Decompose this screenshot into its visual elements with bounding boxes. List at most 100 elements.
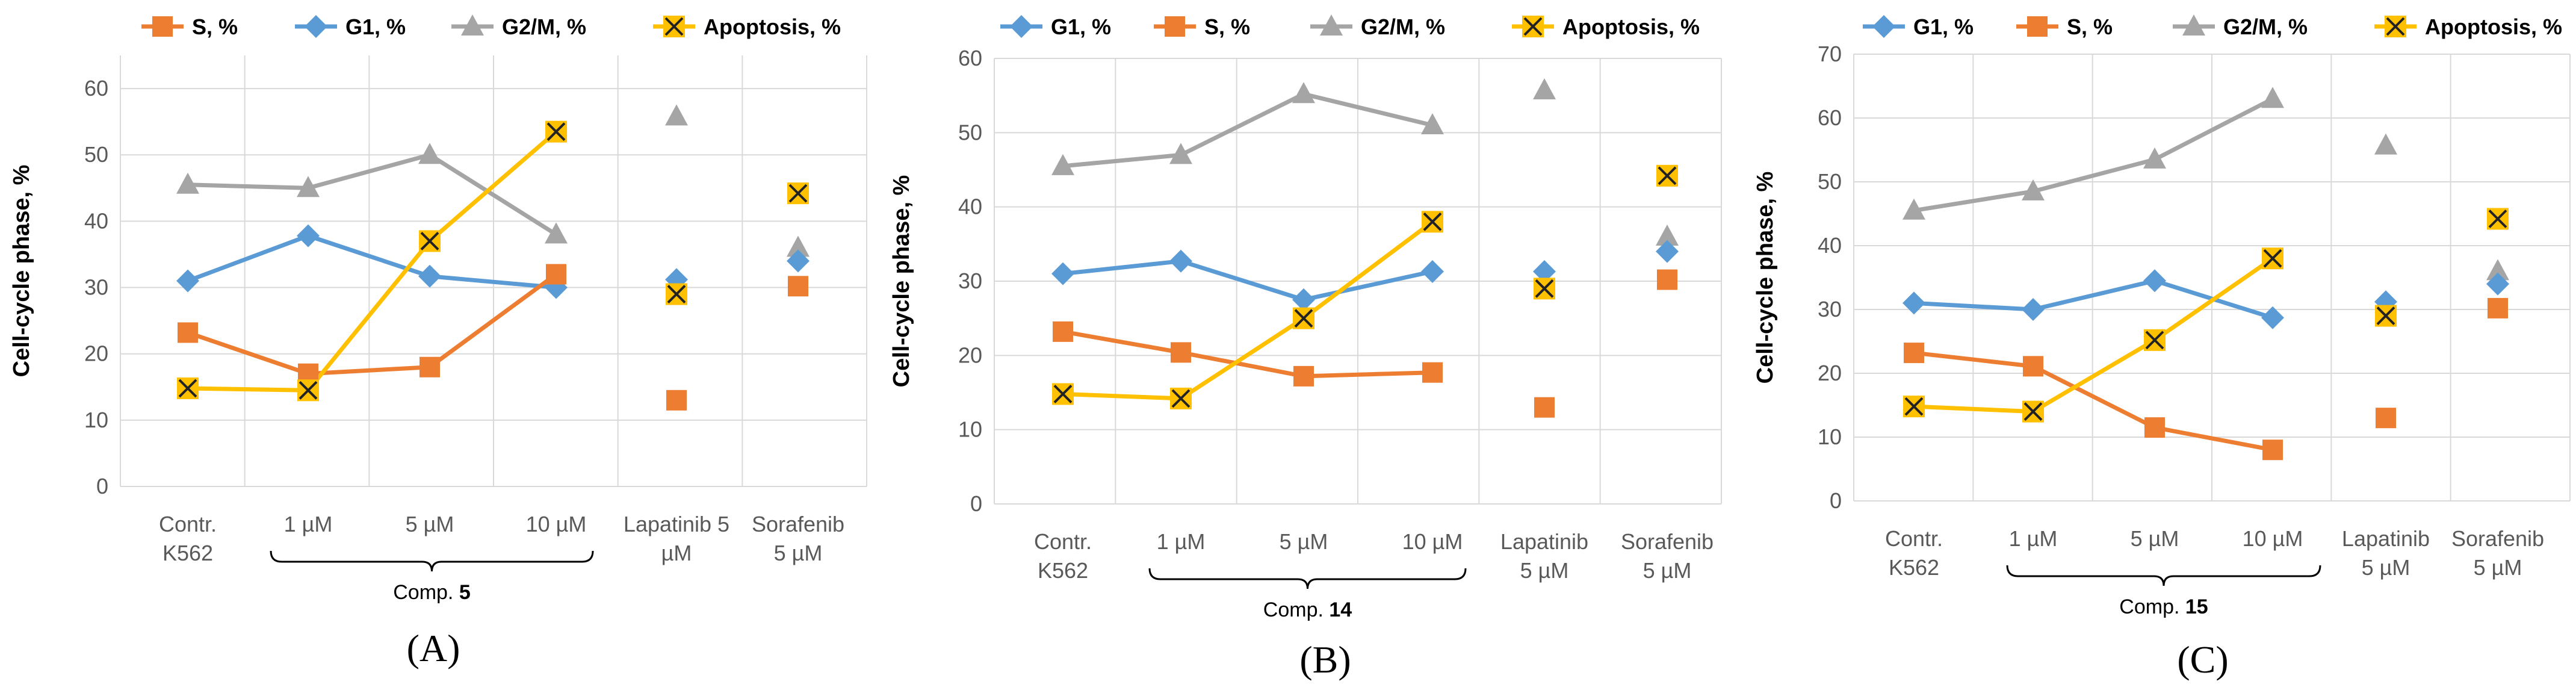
legend-marker <box>2182 14 2205 36</box>
data-point-g1 <box>1533 259 1556 283</box>
legend-label: G2/M, % <box>1361 14 1445 39</box>
y-tick-label: 50 <box>1818 169 1842 194</box>
data-point-apoptosis <box>545 120 567 143</box>
data-point-g2m <box>1169 143 1192 164</box>
data-point-apoptosis <box>2487 208 2509 230</box>
legend-entry: Apoptosis, % <box>1512 14 1700 39</box>
legend-label: G1, % <box>345 14 406 39</box>
data-point-g1 <box>787 249 810 273</box>
data-point-g1 <box>176 269 199 293</box>
x-tick-label-line: 5 µM <box>1643 558 1692 583</box>
legend-entry: G1, % <box>1000 14 1111 39</box>
x-tick-label-line: K562 <box>1889 555 1939 580</box>
legend-marker <box>461 14 484 36</box>
y-tick-label: 10 <box>1818 424 1842 449</box>
x-tick-label: Contr. K562 <box>1034 529 1092 583</box>
data-point-s <box>1171 342 1191 363</box>
legend-entry: Apoptosis, % <box>2374 14 2562 39</box>
data-point-s <box>2023 356 2043 377</box>
y-tick-label: 10 <box>958 417 982 442</box>
data-point-g2m <box>1421 113 1444 134</box>
data-point-s <box>178 322 198 343</box>
y-tick-label: 0 <box>96 474 108 499</box>
apoptosis-marker-cross <box>1171 389 1190 408</box>
series-line-apoptosis <box>187 130 558 393</box>
group-label: Comp. 5 <box>393 581 471 604</box>
data-point-g1 <box>1903 291 1925 315</box>
x-tick-label-line: Sorafenib <box>1621 529 1714 554</box>
data-point-apoptosis <box>1534 278 1555 300</box>
data-point-g2m <box>2486 259 2509 281</box>
data-point-g2m <box>297 176 320 197</box>
y-tick-label: 50 <box>84 142 108 167</box>
group-label: Comp. 15 <box>2119 595 2208 618</box>
legend-label: Apoptosis, % <box>704 14 841 39</box>
y-tick-label: 50 <box>958 120 982 144</box>
data-point-s <box>1053 321 1073 342</box>
y-axis-label: Cell-cycle phase, % <box>889 175 914 388</box>
data-point-apoptosis <box>787 182 809 205</box>
y-tick-label: 20 <box>84 341 108 366</box>
data-point-g2m <box>2143 147 2166 169</box>
apoptosis-marker-cross <box>667 285 686 303</box>
legend-label: G1, % <box>1051 14 1111 39</box>
x-tick-label: Sorafenib 5 µM <box>2451 526 2544 580</box>
x-tick-label-line: K562 <box>163 541 213 565</box>
legend-entry: S, % <box>141 14 238 39</box>
x-tick-label-line: 1 µM <box>2009 526 2058 551</box>
x-tick-label: 10 µM <box>2243 526 2303 551</box>
y-axis-label: Cell-cycle phase, % <box>1753 172 1778 384</box>
data-point-apoptosis <box>666 283 687 305</box>
data-point-s <box>1657 269 1677 290</box>
chart-panel-c: 0 10 20 30 40 50 60 70 Cell-cycle phase, % Contr.… <box>1753 14 2571 681</box>
legend-label: Apoptosis, % <box>2425 14 2562 39</box>
data-point-g1 <box>418 264 441 288</box>
data-point-s <box>1904 343 1924 364</box>
legend-entry: S, % <box>2016 14 2113 39</box>
panel-label: (A) <box>407 627 460 669</box>
data-point-s <box>2262 440 2283 461</box>
y-tick-label: 70 <box>1818 42 1842 66</box>
legend-entry: G1, % <box>1863 14 1974 39</box>
legend-marker <box>1872 15 1895 38</box>
group-label-number: 14 <box>1329 598 1352 621</box>
legend-entry: G1, % <box>295 14 406 39</box>
panel-label: (B) <box>1299 638 1351 681</box>
x-tick-label: 1 µM <box>2009 526 2058 551</box>
data-point-apoptosis <box>1170 387 1192 409</box>
data-point-s <box>1534 397 1555 418</box>
x-tick-label: 1 µM <box>1157 529 1206 554</box>
apoptosis-marker-cross <box>1904 397 1924 416</box>
data-point-g1 <box>2374 290 2397 314</box>
group-bracket <box>2006 565 2321 586</box>
data-point-g2m <box>787 235 810 257</box>
y-tick-label: 60 <box>958 46 982 70</box>
group-label-prefix: Comp. <box>1263 598 1330 621</box>
x-tick-label-line: Contr. <box>159 512 217 536</box>
legend-marker <box>1010 15 1033 38</box>
x-tick-label: Lapatinib 5 µM <box>624 512 729 565</box>
y-tick-label: 10 <box>84 408 108 432</box>
apoptosis-marker-cross <box>1535 279 1554 298</box>
x-tick-label-line: 10 µM <box>526 512 587 536</box>
data-point-s <box>666 390 687 411</box>
series-line-s <box>187 272 558 376</box>
x-tick-label: 10 µM <box>1402 529 1463 554</box>
x-tick-label-line: 5 µM <box>774 541 823 565</box>
x-tick-label: 1 µM <box>284 512 333 536</box>
legend-entry: G2/M, % <box>1310 14 1445 39</box>
x-tick-label-line: Sorafenib <box>752 512 844 536</box>
data-point-apoptosis <box>1422 211 1443 233</box>
apoptosis-marker-cross <box>299 381 318 400</box>
legend-label: G1, % <box>1913 14 1974 39</box>
data-point-g1 <box>297 224 320 247</box>
legend-label: G2/M, % <box>2223 14 2308 39</box>
apoptosis-marker-cross <box>420 232 439 250</box>
x-tick-label: Lapatinib 5 µM <box>2342 526 2430 580</box>
x-tick-label-line: 5 µM <box>406 512 454 536</box>
x-tick-label: Sorafenib 5 µM <box>1621 529 1714 583</box>
x-tick-label: 5 µM <box>1280 529 1328 554</box>
data-point-apoptosis <box>2375 305 2397 327</box>
x-tick-label-line: 1 µM <box>1157 529 1206 554</box>
data-point-g1 <box>1051 262 1074 285</box>
